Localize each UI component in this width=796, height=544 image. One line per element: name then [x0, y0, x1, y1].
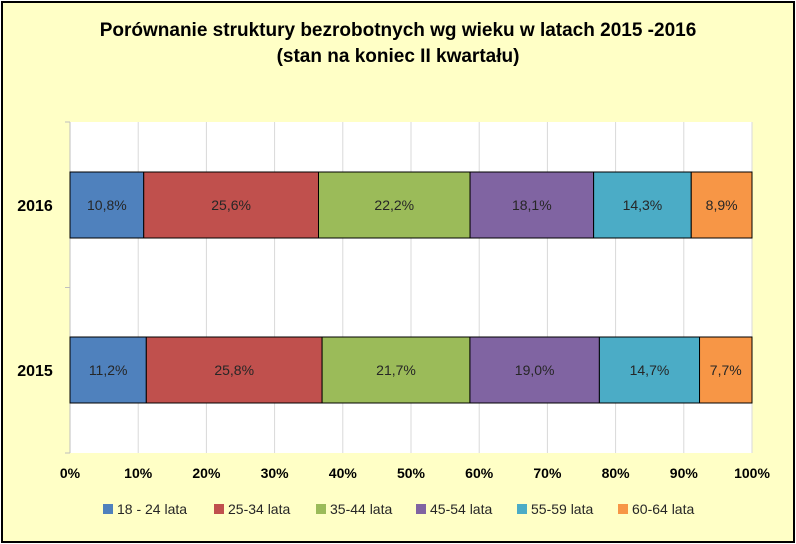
legend-label: 35-44 lata: [330, 501, 392, 517]
data-label: 18,1%: [512, 197, 552, 213]
bar-segment-2015-1: [69, 336, 147, 404]
data-label: 11,2%: [89, 362, 128, 378]
x-tick-label: 70%: [533, 465, 562, 481]
data-label: 21,7%: [376, 362, 416, 378]
data-label: 22,2%: [374, 197, 414, 213]
legend-label: 18 - 24 lata: [117, 501, 187, 517]
x-tick-label: 20%: [192, 465, 221, 481]
legend-swatch: [618, 504, 628, 514]
x-tick-label: 50%: [397, 465, 426, 481]
data-label: 14,7%: [630, 362, 670, 378]
bar-segment-2016-5: [593, 171, 692, 239]
legend-swatch: [316, 504, 326, 514]
bar-segment-2015-2: [145, 336, 323, 404]
x-tick-label: 30%: [261, 465, 290, 481]
x-tick-label: 90%: [670, 465, 699, 481]
category-label: 2015: [17, 363, 53, 380]
x-tick-label: 100%: [734, 465, 770, 481]
x-tick-label: 10%: [124, 465, 153, 481]
legend-swatch: [214, 504, 224, 514]
chart-title: Porównanie struktury bezrobotnych wg wie…: [0, 18, 796, 70]
data-label: 25,8%: [214, 362, 254, 378]
data-label: 8,9%: [706, 197, 738, 213]
data-label: 14,3%: [623, 197, 663, 213]
legend-swatch: [416, 504, 426, 514]
category-label: 2016: [17, 198, 53, 215]
chart-title-line-2: (stan na koniec II kwartału): [276, 46, 520, 67]
x-tick-label: 0%: [60, 465, 81, 481]
bar-segment-2016-4: [469, 171, 595, 239]
legend-label: 55-59 lata: [531, 501, 593, 517]
bar-segment-2016-6: [690, 171, 753, 239]
bar-segment-2016-1: [69, 171, 145, 239]
legend-label: 45-54 lata: [430, 501, 492, 517]
x-tick-label: 80%: [602, 465, 631, 481]
bar-segment-2015-3: [321, 336, 471, 404]
legend-label: 25-34 lata: [228, 501, 290, 517]
data-label: 7,7%: [710, 362, 742, 378]
x-tick-label: 60%: [465, 465, 494, 481]
x-tick-label: 40%: [329, 465, 358, 481]
data-label: 25,6%: [211, 197, 251, 213]
legend-swatch: [103, 504, 113, 514]
chart-title-line-1: Porównanie struktury bezrobotnych wg wie…: [99, 20, 697, 41]
bar-segment-2015-6: [699, 336, 753, 404]
data-label: 10,8%: [87, 197, 127, 213]
data-label: 19,0%: [515, 362, 555, 378]
legend-label: 60-64 lata: [632, 501, 694, 517]
legend-swatch: [517, 504, 527, 514]
